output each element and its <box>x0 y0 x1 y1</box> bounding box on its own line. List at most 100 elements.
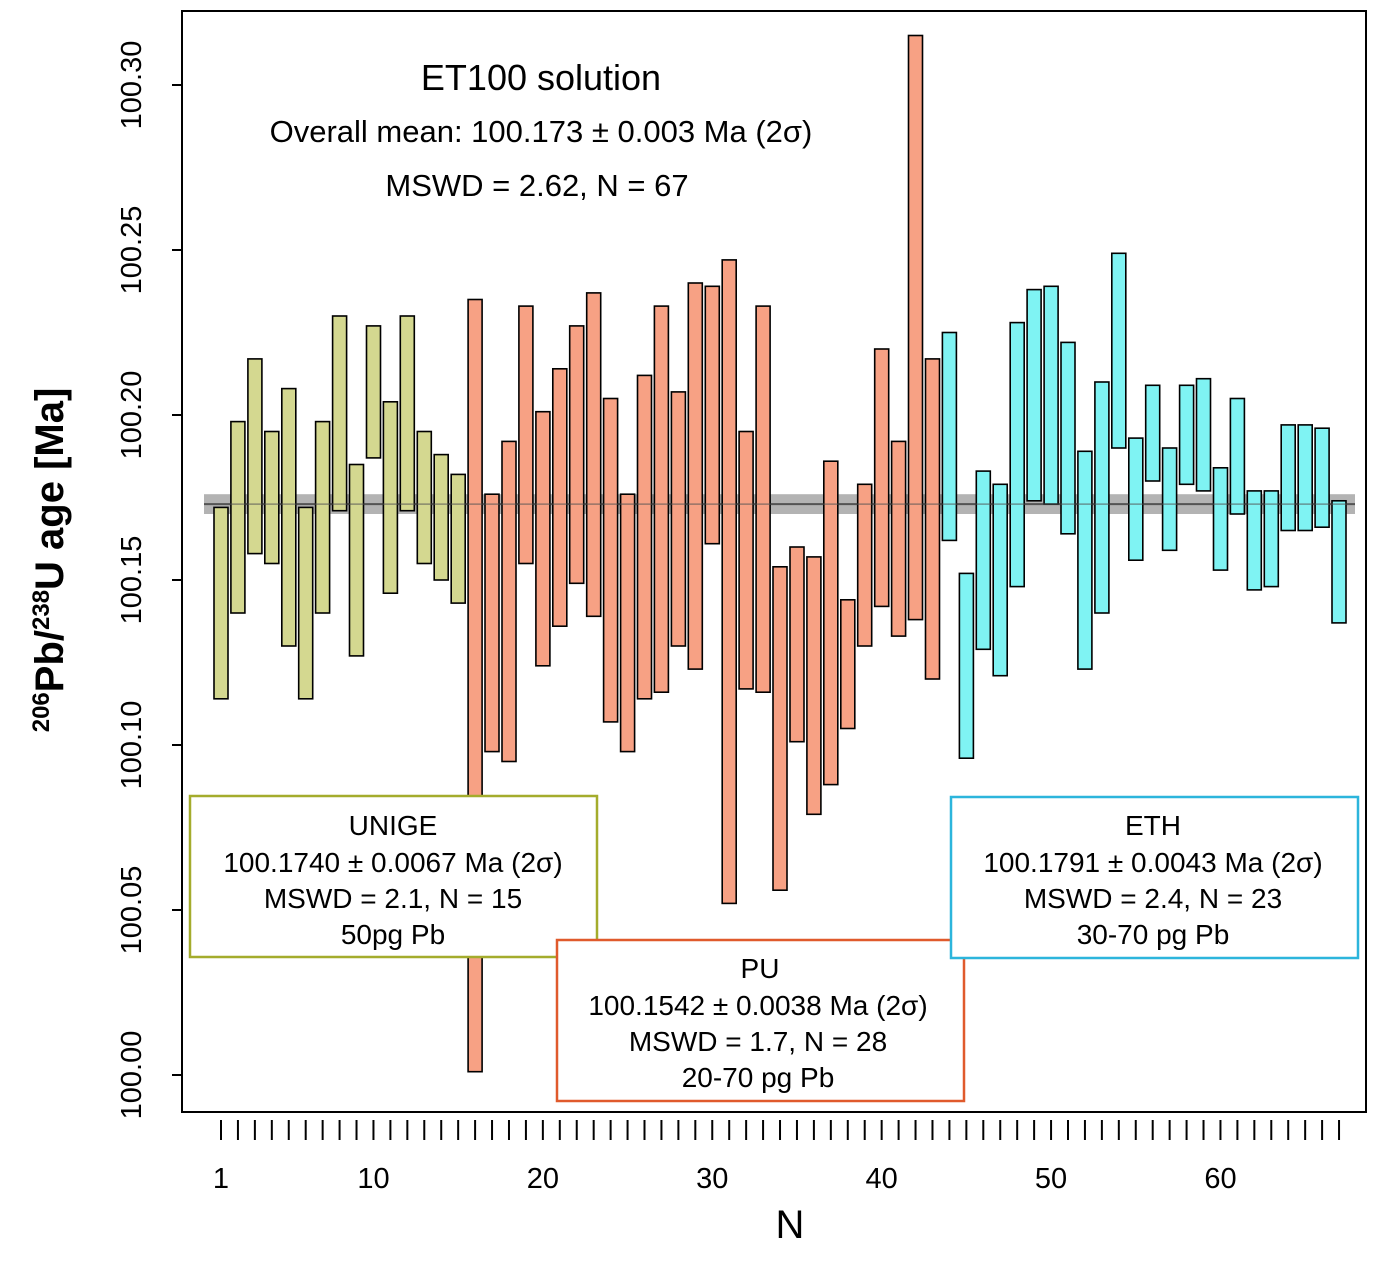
bar-pu-39 <box>856 483 873 647</box>
bar-eth-47 <box>992 483 1009 677</box>
bar-pu-36 <box>806 556 822 816</box>
bar-unige-14 <box>433 453 450 581</box>
bar-eth-51 <box>1060 341 1076 535</box>
legend-eth-name: ETH <box>1125 810 1181 841</box>
bar-pu-41 <box>890 440 907 637</box>
bar-pu-19 <box>518 305 534 565</box>
y-tick-label-100.10: 100.10 <box>116 701 148 790</box>
bar-pu-21 <box>551 367 568 627</box>
y-axis-title-sup1: 206 <box>28 692 55 732</box>
bar-pu-30 <box>704 285 721 545</box>
chart-subtitle-mean: Overall mean: 100.173 ± 0.003 Ma (2σ) <box>270 114 813 149</box>
y-tick-label-100.25: 100.25 <box>116 206 148 295</box>
bar-unige-2 <box>230 420 246 614</box>
legend-pu-name: PU <box>741 953 780 984</box>
bar-pu-43 <box>924 358 941 680</box>
bar-eth-67 <box>1331 499 1347 624</box>
bar-unige-11 <box>382 400 399 594</box>
bar-unige-6 <box>297 506 314 700</box>
x-axis-title: N <box>776 1203 805 1247</box>
bar-pu-23 <box>585 292 602 618</box>
legend-box-pu-frame <box>555 938 966 1103</box>
legend-box-unige-frame <box>188 794 599 959</box>
y-tick-label-100.15: 100.15 <box>116 536 148 625</box>
legend-eth-mswd: MSWD = 2.4, N = 23 <box>1024 883 1282 914</box>
legend-box-unige: UNIGE 100.1740 ± 0.0067 Ma (2σ) MSWD = 2… <box>188 794 599 959</box>
bar-pu-34 <box>772 565 788 891</box>
bar-pu-29 <box>687 282 704 670</box>
y-axis-title-part1: Pb/ <box>28 630 72 692</box>
y-tick-label-100.30: 100.30 <box>116 41 148 130</box>
bar-eth-66 <box>1314 427 1330 529</box>
legend-eth-age: 100.1791 ± 0.0043 Ma (2σ) <box>983 847 1322 878</box>
legend-pu-age: 100.1542 ± 0.0038 Ma (2σ) <box>588 990 927 1021</box>
bar-group <box>213 34 1347 1073</box>
x-tick-label-30: 30 <box>696 1163 728 1195</box>
bar-pu-27 <box>653 305 670 694</box>
bar-eth-49 <box>1026 288 1042 502</box>
bar-eth-53 <box>1094 381 1110 614</box>
bar-pu-38 <box>839 598 856 730</box>
bar-pu-17 <box>484 493 500 753</box>
bar-pu-35 <box>789 546 805 743</box>
bar-unige-8 <box>331 315 348 512</box>
bar-eth-48 <box>1009 321 1026 588</box>
x-tick-label-10: 10 <box>357 1163 389 1195</box>
bar-eth-46 <box>975 470 992 651</box>
bar-pu-26 <box>636 374 653 700</box>
bar-unige-15 <box>450 473 467 604</box>
legend-pu-mswd: MSWD = 1.7, N = 28 <box>629 1026 887 1057</box>
bar-unige-13 <box>416 430 433 565</box>
bar-pu-25 <box>619 493 636 753</box>
x-tick-label-40: 40 <box>866 1163 898 1195</box>
y-axis-title-part2: U age [Ma] <box>28 388 72 590</box>
bar-pu-40 <box>873 348 890 608</box>
y-axis-title: 206Pb/238U age [Ma] <box>28 388 72 733</box>
x-tick-label-1: 1 <box>213 1163 229 1195</box>
x-tick-label-60: 60 <box>1204 1163 1236 1195</box>
bar-unige-3 <box>247 358 263 555</box>
legend-unige-mswd: MSWD = 2.1, N = 15 <box>264 883 522 914</box>
bar-eth-55 <box>1128 437 1144 562</box>
y-axis: 100.00 100.05 100.10 100.15 100.20 100.25 100.… <box>116 41 182 1120</box>
legend-box-eth: ETH 100.1791 ± 0.0043 Ma (2σ) MSWD = 2.4… <box>949 795 1360 960</box>
y-axis-title-sup2: 238 <box>28 590 55 630</box>
legend-box-pu: PU 100.1542 ± 0.0038 Ma (2σ) MSWD = 1.7,… <box>555 938 966 1103</box>
bar-eth-65 <box>1297 424 1313 532</box>
bar-eth-44 <box>941 331 958 542</box>
bar-eth-58 <box>1178 384 1195 486</box>
plot-frame <box>181 10 1367 1113</box>
chart-subtitle-mswd: MSWD = 2.62, N = 67 <box>385 168 688 203</box>
bar-pu-42 <box>907 34 924 621</box>
legend-box-eth-frame <box>949 795 1360 960</box>
bar-eth-45 <box>958 572 975 760</box>
bar-unige-9 <box>348 463 365 657</box>
bar-unige-12 <box>399 315 416 512</box>
bar-eth-56 <box>1144 384 1161 482</box>
bar-pu-31 <box>721 259 738 905</box>
bar-eth-52 <box>1077 450 1093 670</box>
bar-pu-22 <box>568 325 585 585</box>
bar-unige-1 <box>213 506 229 700</box>
bar-unige-7 <box>314 420 331 614</box>
x-axis: 1 10 20 30 40 50 60 <box>213 1120 1341 1195</box>
y-tick-label-100.20: 100.20 <box>116 371 148 460</box>
bar-eth-62 <box>1246 490 1263 591</box>
legend-unige-pb: 50pg Pb <box>341 919 445 950</box>
bar-eth-59 <box>1195 377 1212 492</box>
bar-pu-18 <box>501 440 517 763</box>
legend-unige-age: 100.1740 ± 0.0067 Ma (2σ) <box>223 847 562 878</box>
x-tick-label-50: 50 <box>1035 1163 1067 1195</box>
bar-eth-57 <box>1161 447 1178 552</box>
bar-eth-63 <box>1263 490 1280 588</box>
bar-unige-4 <box>263 430 280 565</box>
bar-eth-61 <box>1229 397 1246 515</box>
legend-eth-pb: 30-70 pg Pb <box>1077 919 1230 950</box>
legend-unige-name: UNIGE <box>349 810 438 841</box>
bar-eth-64 <box>1280 424 1296 532</box>
y-tick-label-100.05: 100.05 <box>116 866 148 955</box>
bar-unige-5 <box>280 387 297 647</box>
bar-pu-28 <box>670 391 687 647</box>
y-tick-label-100.00: 100.00 <box>116 1031 148 1120</box>
